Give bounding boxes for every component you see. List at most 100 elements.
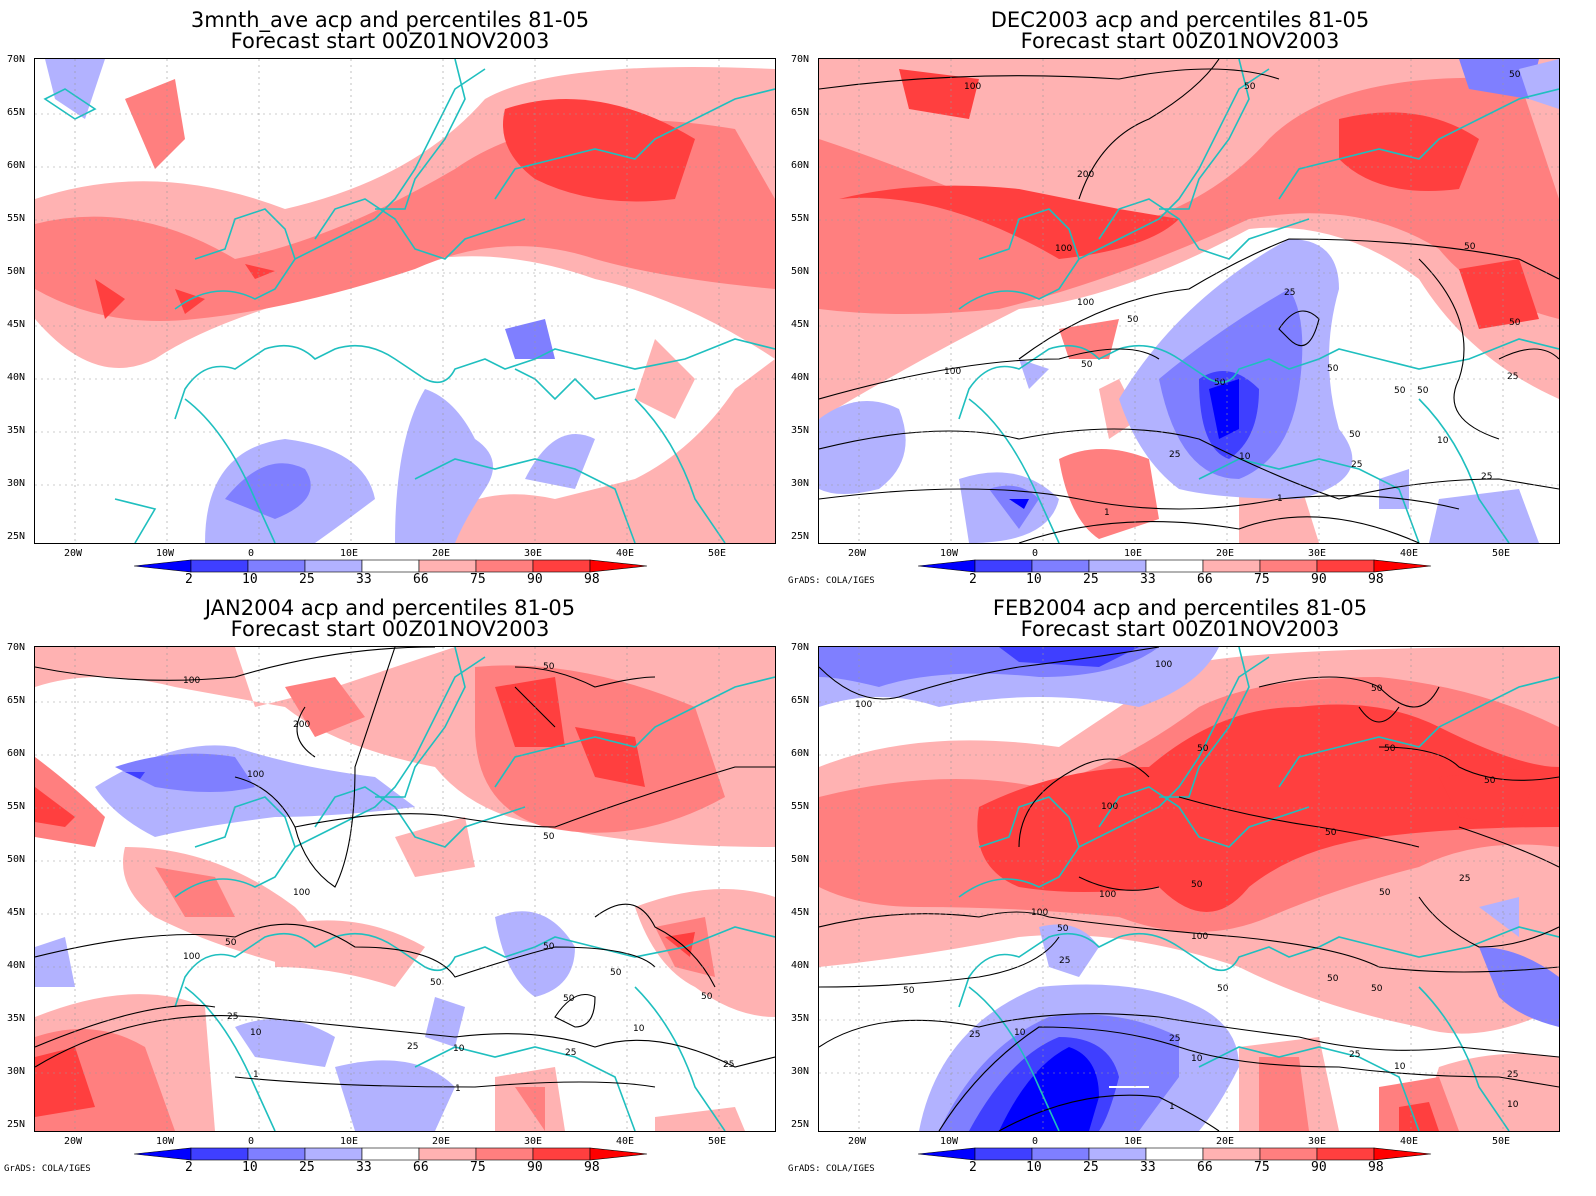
colorbar-label: 33: [356, 572, 372, 587]
lat-tick-label: 50N: [791, 266, 810, 277]
colorbar-segment: [532, 559, 591, 573]
contour-label: 100: [1101, 802, 1118, 812]
contour-label: 50: [1244, 82, 1256, 92]
grads-credit: GrADS: COLA/IGES: [788, 576, 875, 586]
contour-label: 50: [1191, 880, 1203, 890]
panel-title-line2: Forecast start 00Z01NOV2003: [1020, 617, 1340, 641]
map-svg-3mnth: [35, 59, 775, 543]
colorbar-segment: [1202, 1147, 1261, 1161]
colorbar-arrow-low: [918, 1147, 976, 1161]
contour-label: 50: [225, 938, 237, 948]
colorbar-label: 10: [242, 572, 258, 587]
colorbar-label: 33: [356, 1160, 372, 1175]
colorbar-segment: [190, 1147, 249, 1161]
panel-title-line2: Forecast start 00Z01NOV2003: [1020, 29, 1340, 53]
lon-tick-label: 20E: [432, 1136, 451, 1147]
contour-label: 10: [1394, 1062, 1406, 1072]
lat-tick-label: 55N: [7, 213, 26, 224]
map-feb2004: 100 100 50 50 50 50 100 50 100 100 50 50…: [818, 646, 1560, 1132]
contour-label: 50: [430, 978, 442, 988]
colorbar-label: 90: [1311, 1160, 1327, 1175]
colorbar-label: 90: [527, 572, 543, 587]
lon-tick-label: 20E: [1216, 1136, 1235, 1147]
lon-tick-label: 10E: [340, 1136, 359, 1147]
contour-label: 100: [1055, 244, 1072, 254]
map-svg-dec2003: 100 50 50 200 100 100 50 25 50 100 50 50…: [819, 59, 1559, 543]
colorbar-label: 10: [242, 1160, 258, 1175]
contour-label: 100: [183, 676, 200, 686]
contour-label: 50: [1197, 744, 1209, 754]
lat-tick-label: 65N: [7, 107, 26, 118]
lon-tick-label: 30E: [1308, 1136, 1327, 1147]
lon-tick-label: 10W: [156, 1136, 175, 1147]
contour-label: 25: [227, 1012, 238, 1022]
lat-tick-label: 60N: [7, 748, 26, 759]
colorbar-segment: [1088, 559, 1147, 573]
lon-tick-label: 40E: [616, 1136, 635, 1147]
lon-tick-label: 50E: [1492, 548, 1511, 559]
contour-label: 10: [453, 1044, 465, 1054]
lat-tick-label: 65N: [791, 695, 810, 706]
colorbar-label: 90: [1311, 572, 1327, 587]
lat-tick-label: 35N: [7, 1013, 26, 1024]
map-svg-feb2004: 100 100 50 50 50 50 100 50 100 100 50 50…: [819, 647, 1559, 1131]
colorbar-segment: [532, 1147, 591, 1161]
contour-label: 50: [1371, 984, 1383, 994]
lon-tick-label: 20W: [848, 1136, 867, 1147]
contour-label: 25: [1169, 1034, 1180, 1044]
contour-label: 50: [1394, 386, 1406, 396]
contour-label: 25: [1349, 1050, 1360, 1060]
contour-label: 50: [1417, 386, 1429, 396]
lat-tick-label: 30N: [791, 1066, 810, 1077]
panel-title-line1: JAN2004 acp and percentiles 81-05: [204, 596, 576, 620]
contour-label: 100: [855, 700, 872, 710]
colorbar: [134, 1147, 648, 1161]
lat-tick-label: 25N: [7, 531, 26, 542]
contour-label: 10: [1239, 452, 1251, 462]
lon-tick-label: 40E: [1400, 1136, 1419, 1147]
contour-label: 50: [1057, 924, 1069, 934]
lat-tick-label: 55N: [791, 213, 810, 224]
contour-label: 50: [543, 662, 555, 672]
lon-tick-label: 40E: [1400, 548, 1419, 559]
colorbar-label: 33: [1140, 572, 1156, 587]
contour-label: 100: [1077, 298, 1094, 308]
lat-tick-label: 60N: [791, 748, 810, 759]
contour-label: 10: [250, 1028, 262, 1038]
colorbar-label: 2: [969, 572, 977, 587]
lon-tick-label: 10W: [940, 1136, 959, 1147]
colorbar-segment: [1145, 559, 1204, 573]
lon-tick-label: 20E: [1216, 548, 1235, 559]
contour-label: 25: [723, 1060, 734, 1070]
contour-label: 100: [1155, 660, 1172, 670]
lat-tick-label: 45N: [7, 907, 26, 918]
contour-label: 100: [964, 82, 981, 92]
colorbar-label: 75: [470, 572, 486, 587]
lat-tick-label: 70N: [7, 54, 26, 65]
lon-tick-label: 10E: [1124, 1136, 1143, 1147]
lat-tick-label: 60N: [791, 160, 810, 171]
lat-tick-label: 50N: [791, 854, 810, 865]
colorbar-label: 90: [527, 1160, 543, 1175]
contour-label: 50: [1371, 684, 1383, 694]
colorbar-segment: [361, 559, 420, 573]
lon-tick-label: 50E: [1492, 1136, 1511, 1147]
colorbar-segment: [475, 1147, 534, 1161]
contour-label: 50: [1349, 430, 1361, 440]
colorbar-label: 2: [185, 1160, 193, 1175]
colorbar-arrow-high: [589, 559, 648, 573]
contour-label: 200: [1077, 170, 1094, 180]
contour-label: 10: [633, 1024, 645, 1034]
colorbar-segment: [1259, 1147, 1318, 1161]
colorbar-segment: [1031, 559, 1090, 573]
colorbar-segment: [361, 1147, 420, 1161]
lon-tick-label: 0: [1032, 548, 1039, 559]
contour-label: 1: [455, 1084, 461, 1094]
lon-tick-label: 20E: [432, 548, 451, 559]
contour-label: 25: [1507, 372, 1518, 382]
contour-label: 50: [1384, 744, 1396, 754]
contour-label: 50: [563, 994, 575, 1004]
colorbar-label: 33: [1140, 1160, 1156, 1175]
colorbar: [134, 559, 648, 573]
colorbar-label: 75: [1254, 1160, 1270, 1175]
